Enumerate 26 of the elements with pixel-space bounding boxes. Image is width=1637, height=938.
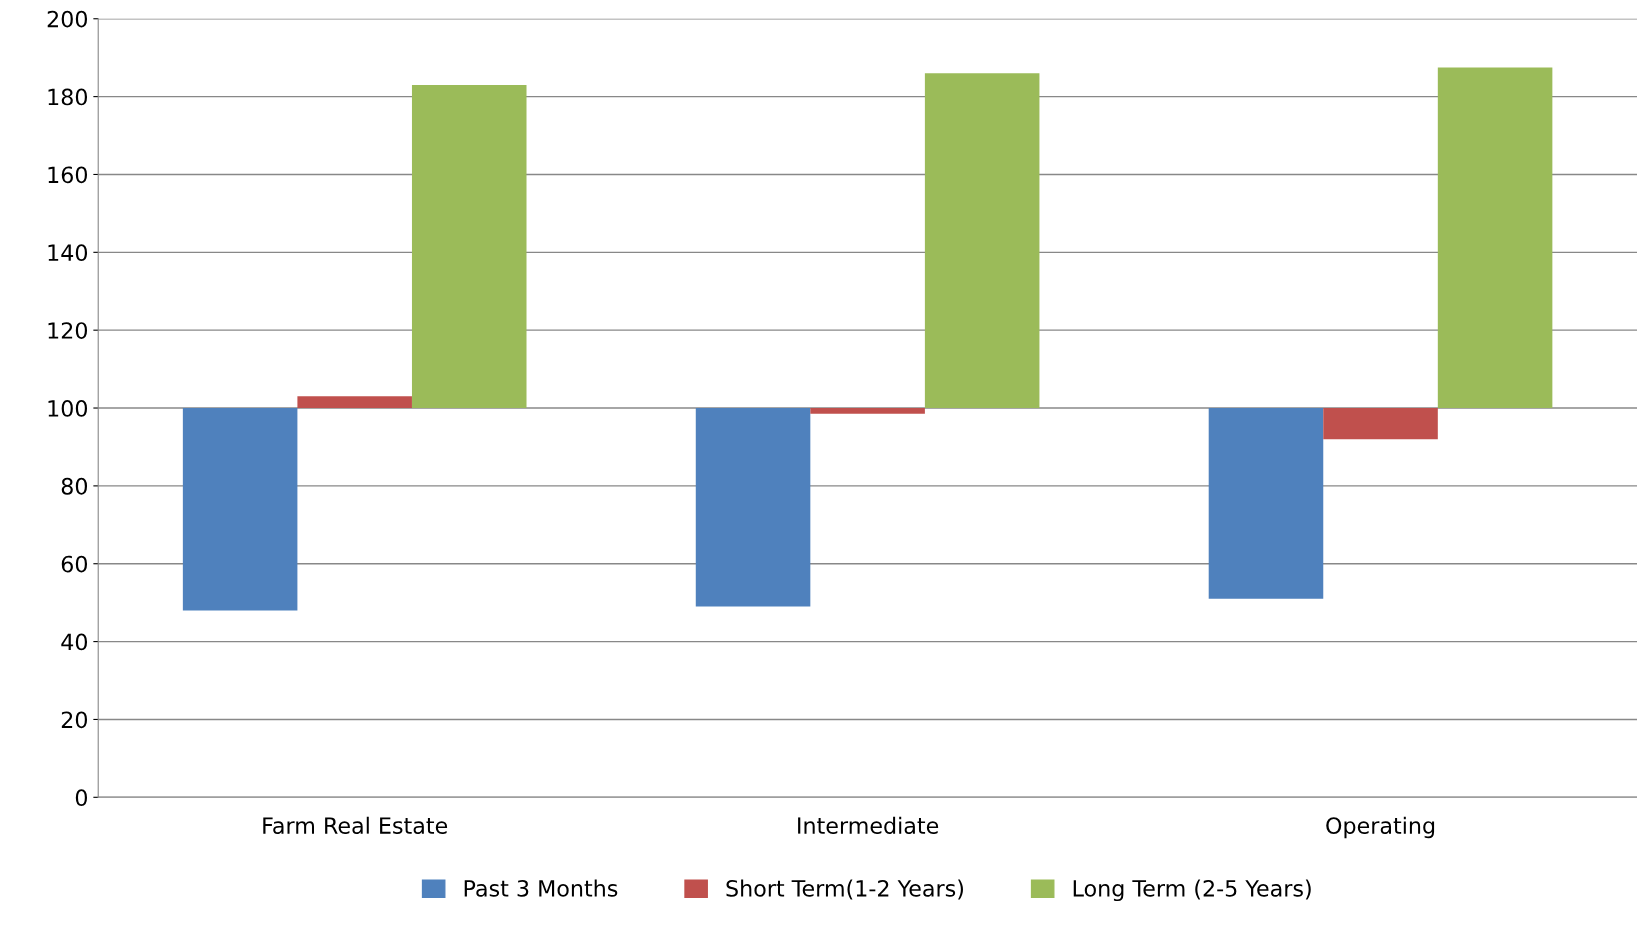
y-tick-label: 140 — [48, 244, 88, 262]
bar — [1437, 67, 1553, 409]
bar — [695, 408, 811, 607]
legend-label: Short Term(1-2 Years) — [726, 879, 963, 900]
y-tick-label: 100 — [48, 399, 88, 417]
y-tick-label: 40 — [61, 633, 88, 651]
y-tick-label: 0 — [75, 789, 88, 807]
bar — [1323, 408, 1438, 440]
x-tick-label: Intermediate — [798, 816, 939, 834]
legend-label: Long Term (2-5 Years) — [1073, 879, 1311, 902]
bar — [924, 73, 1040, 409]
bar — [411, 84, 527, 409]
y-tick-label: 180 — [48, 88, 88, 106]
y-tick-label: 120 — [48, 322, 88, 339]
x-tick-label: Operating — [1326, 816, 1435, 839]
bar — [182, 408, 298, 611]
y-tick-label: 160 — [48, 166, 88, 184]
y-tick-label: 20 — [61, 711, 88, 729]
legend-label: Past 3 Months — [464, 879, 618, 897]
y-tick-label: 80 — [61, 477, 88, 495]
bar — [810, 408, 925, 414]
x-tick-label: Farm Real Estate — [263, 816, 448, 834]
bar — [297, 396, 412, 409]
y-tick-label: 60 — [61, 555, 88, 573]
bar — [1208, 408, 1324, 599]
y-tick-label: 200 — [47, 10, 88, 28]
